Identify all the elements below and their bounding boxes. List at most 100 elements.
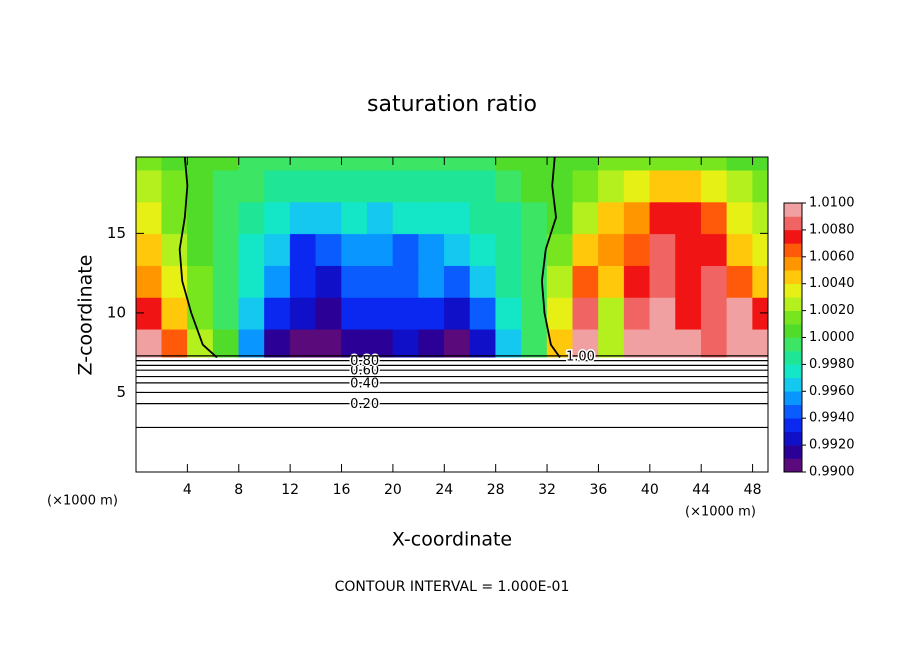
field-cell (418, 233, 446, 266)
isoline (541, 156, 561, 358)
y-unit: (×1000 m) (47, 494, 118, 509)
field-cell (726, 264, 754, 298)
field-cell (521, 157, 548, 171)
field-cell (752, 201, 768, 235)
x-tick-label: 28 (487, 482, 505, 498)
field-cell (161, 233, 189, 266)
field-cell (392, 201, 420, 235)
colorbar-tick-label: 0.9900 (809, 465, 855, 480)
x-axis-label: X-coordinate (392, 529, 512, 551)
field-cell (264, 264, 291, 298)
colorbar-tick-label: 1.0040 (809, 276, 855, 291)
field-cell (418, 264, 446, 298)
field-cell (469, 157, 497, 171)
field-cell (675, 201, 702, 235)
field-cell (469, 201, 497, 235)
x-tick-label: 4 (183, 482, 192, 498)
field-cell (700, 169, 728, 203)
field-cell (136, 264, 163, 298)
field-cell (675, 233, 702, 266)
field-cell (289, 328, 317, 358)
field-cell (700, 233, 728, 266)
field-cell (212, 169, 240, 203)
x-tick-label: 44 (692, 482, 710, 498)
field-cell (726, 296, 754, 330)
field-cell (289, 296, 317, 330)
field-cell (341, 233, 368, 266)
x-tick-label: 12 (281, 482, 299, 498)
colorbar-band (784, 391, 802, 406)
field-cell (366, 264, 394, 298)
field-cell (392, 328, 420, 358)
field-cell (649, 169, 677, 203)
contour-label: 0.80 (350, 354, 379, 369)
field-cell (598, 201, 625, 235)
contour-label: 0.20 (350, 397, 379, 412)
field-cell (264, 169, 291, 203)
colorbar-band (784, 203, 802, 217)
x-tick-label: 32 (538, 482, 556, 498)
footer: CONTOUR INTERVAL = 1.000E-01 (335, 579, 570, 595)
field-cell (598, 328, 625, 358)
field-cell (238, 201, 266, 235)
field-cell (546, 296, 574, 330)
field-cell (315, 233, 343, 266)
y-tick-label: 10 (107, 303, 126, 321)
colorbar-tick-label: 0.9960 (809, 384, 855, 399)
field-cell (366, 169, 394, 203)
field-cell (341, 201, 368, 235)
field-cell (572, 233, 600, 266)
field-cell (572, 157, 600, 171)
field-cell (392, 296, 420, 330)
field-cell (726, 233, 754, 266)
field-cell (444, 169, 471, 203)
field-cell (418, 157, 446, 171)
field-cell (341, 296, 368, 330)
colorbar-band (784, 404, 802, 419)
field-cell (649, 296, 677, 330)
field-cell (495, 169, 523, 203)
field-cell (341, 328, 368, 358)
field-cell (136, 233, 163, 266)
field-cell (444, 296, 471, 330)
field-cell (136, 157, 163, 171)
plot-frame (135, 156, 769, 473)
y-axis-label: Z-coordinate (75, 255, 97, 376)
colorbar-tick-label: 1.0020 (809, 303, 855, 318)
field-cell (623, 201, 651, 235)
field-cell (495, 233, 523, 266)
field-cell (366, 157, 394, 171)
colorbar-band (784, 337, 802, 352)
field-cell (469, 296, 497, 330)
field-cell (392, 169, 420, 203)
colorbar-tick-label: 1.0060 (809, 249, 855, 264)
field-cell (444, 233, 471, 266)
field-cell (366, 201, 394, 235)
field-cell (623, 157, 651, 171)
field-cell (700, 328, 728, 358)
x-tick-label: 20 (384, 482, 402, 498)
colorbar-band (784, 310, 802, 325)
colorbar-tick-label: 0.9980 (809, 357, 855, 372)
field-cell (264, 157, 291, 171)
field-cell (649, 157, 677, 171)
field-cell (289, 201, 317, 235)
isoline (178, 156, 218, 359)
y-tick-label: 5 (116, 383, 126, 401)
field-cell (469, 264, 497, 298)
field-cell (700, 264, 728, 298)
field-cell (572, 264, 600, 298)
field-cell (264, 201, 291, 235)
field-cell (238, 233, 266, 266)
field-cell (726, 169, 754, 203)
field-cell (392, 157, 420, 171)
field-cell (264, 233, 291, 266)
contour-label: 0.60 (350, 364, 379, 379)
field-cell (136, 169, 163, 203)
field-cell (315, 328, 343, 358)
field-cell (264, 296, 291, 330)
field-cell (700, 296, 728, 330)
field-cell (752, 233, 768, 266)
colorbar-tick-label: 0.9940 (809, 411, 855, 426)
